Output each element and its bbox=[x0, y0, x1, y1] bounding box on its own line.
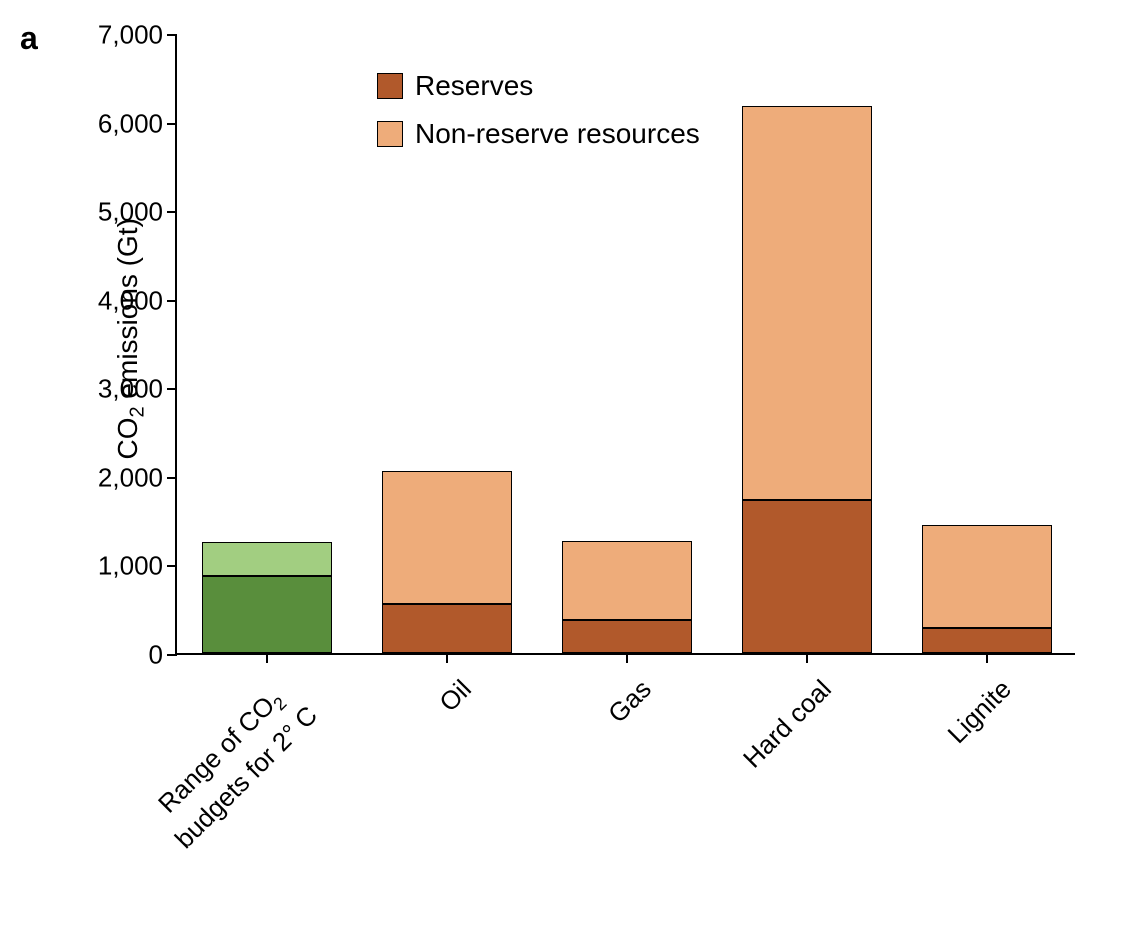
panel-label: a bbox=[20, 20, 38, 57]
y-tick-label: 7,000 bbox=[98, 20, 163, 51]
y-tick bbox=[167, 211, 177, 213]
x-tick bbox=[986, 653, 988, 663]
bar-segment bbox=[922, 525, 1052, 628]
emissions-chart: a CO2 emissions (Gt) ReservesNon-reserve… bbox=[20, 20, 1103, 914]
bar-segment bbox=[922, 628, 1052, 653]
bar-segment bbox=[382, 471, 512, 604]
y-tick-label: 6,000 bbox=[98, 108, 163, 139]
y-tick-label: 0 bbox=[149, 640, 163, 671]
x-tick bbox=[266, 653, 268, 663]
plot-area: ReservesNon-reserve resources 01,0002,00… bbox=[175, 35, 1075, 655]
y-tick-label: 5,000 bbox=[98, 197, 163, 228]
y-tick bbox=[167, 565, 177, 567]
bar-group bbox=[202, 33, 332, 653]
y-tick bbox=[167, 300, 177, 302]
y-tick-label: 4,000 bbox=[98, 285, 163, 316]
bar-segment bbox=[742, 500, 872, 653]
y-tick bbox=[167, 388, 177, 390]
bar-segment bbox=[562, 541, 692, 620]
y-tick bbox=[167, 477, 177, 479]
bar-segment bbox=[202, 576, 332, 653]
y-axis-label: CO2 emissions (Gt) bbox=[112, 218, 150, 459]
y-tick-label: 2,000 bbox=[98, 462, 163, 493]
bar-segment bbox=[742, 106, 872, 500]
bar-group bbox=[742, 33, 872, 653]
x-tick bbox=[446, 653, 448, 663]
bar-segment bbox=[382, 604, 512, 653]
y-tick bbox=[167, 34, 177, 36]
y-tick bbox=[167, 654, 177, 656]
y-tick-label: 1,000 bbox=[98, 551, 163, 582]
x-category-label: Oil bbox=[455, 651, 500, 696]
bar-group bbox=[382, 33, 512, 653]
x-tick bbox=[806, 653, 808, 663]
bar-group bbox=[922, 33, 1052, 653]
x-tick bbox=[626, 653, 628, 663]
bar-group bbox=[562, 33, 692, 653]
bar-segment bbox=[202, 542, 332, 576]
y-tick-label: 3,000 bbox=[98, 374, 163, 405]
bar-segment bbox=[562, 620, 692, 653]
y-tick bbox=[167, 123, 177, 125]
